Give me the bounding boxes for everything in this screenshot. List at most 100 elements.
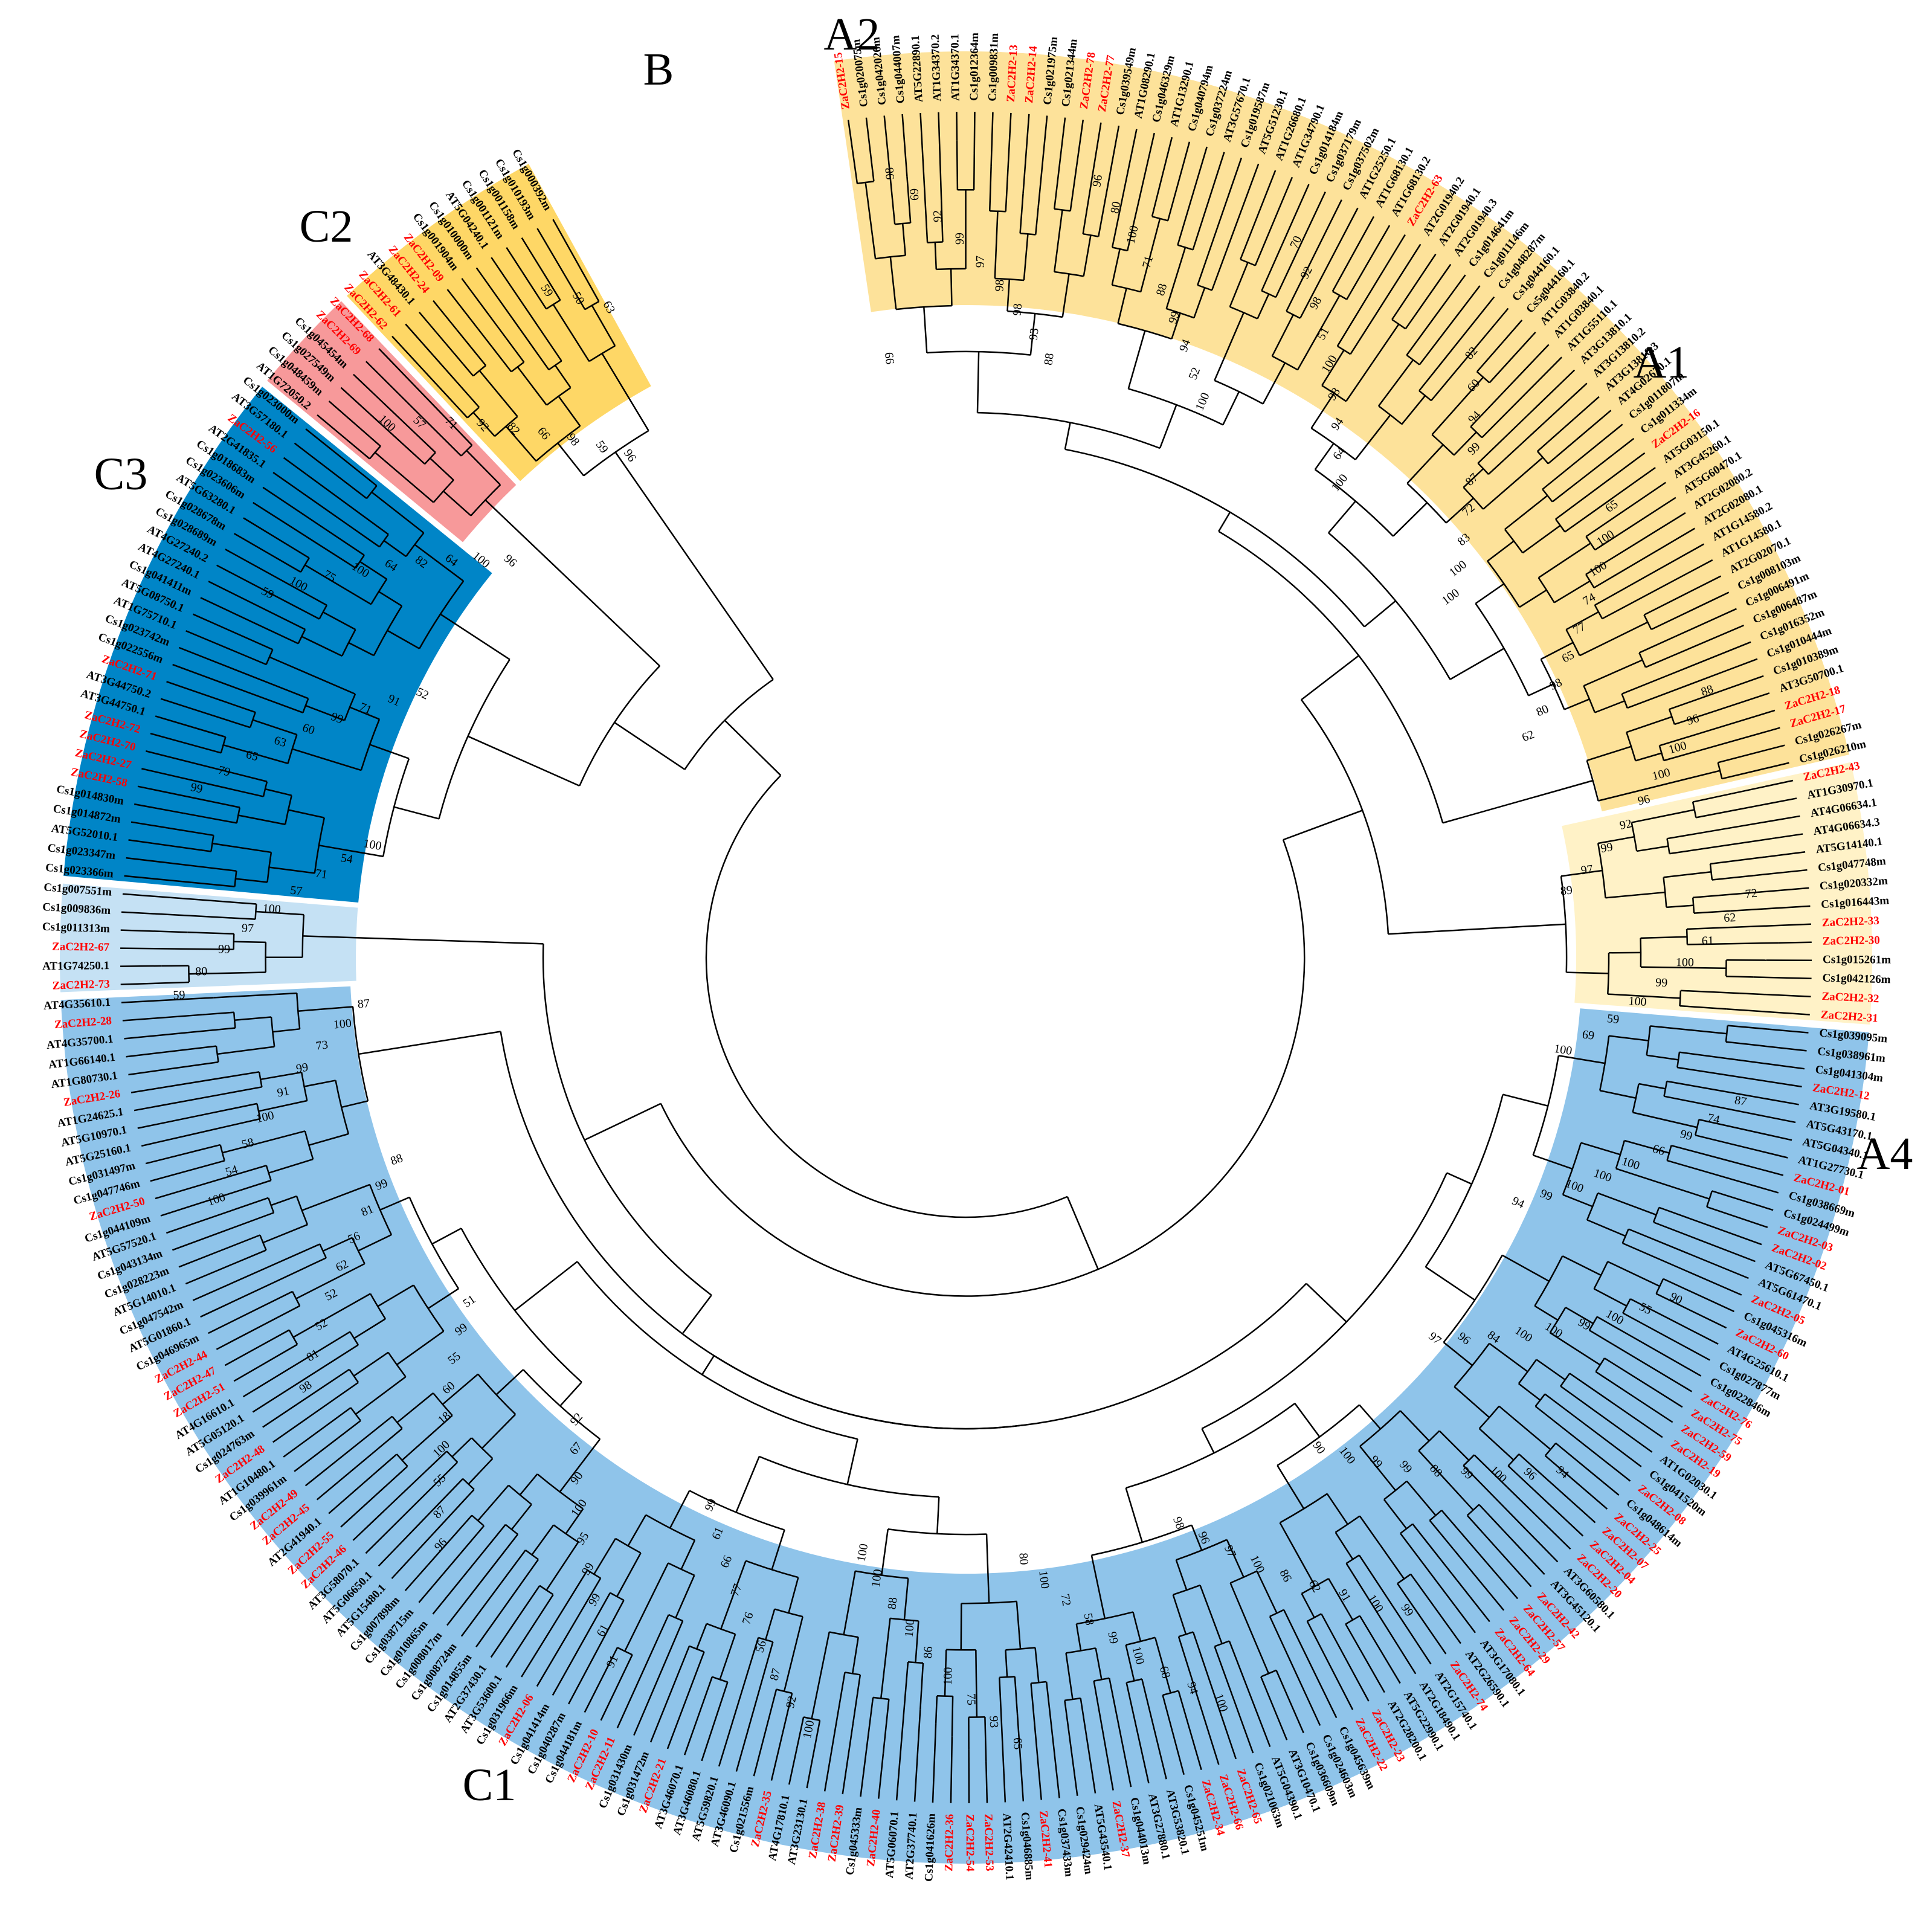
node-branch (1214, 1646, 1231, 1691)
node-branch (1454, 1386, 1490, 1418)
node-branch (1449, 648, 1505, 680)
node-branch (1680, 990, 1740, 994)
node-branch (379, 1196, 410, 1211)
node-branch (525, 1594, 554, 1637)
node-branch (1035, 207, 1039, 235)
node-branch (1711, 1190, 1751, 1204)
node-branch (445, 1525, 485, 1572)
node-branch (292, 748, 362, 771)
node-branch (1326, 1493, 1348, 1525)
node-branch (443, 491, 472, 517)
tip-branch (521, 1656, 535, 1678)
node-branch (846, 1438, 858, 1485)
tip-branch (1323, 1653, 1354, 1710)
node-branch (1586, 1219, 1626, 1237)
tip-branch (1374, 243, 1422, 316)
node-branch (1006, 279, 1011, 312)
node-branch (1666, 904, 1694, 909)
node-branch (1650, 1025, 1727, 1035)
node-branch (301, 1183, 370, 1211)
tip-branch (1291, 1707, 1304, 1734)
leaf-label: AT2G42410.1 (1000, 1813, 1016, 1881)
node-branch (211, 1102, 257, 1114)
node-branch (268, 1158, 314, 1174)
tip-branch (1299, 199, 1342, 283)
tip-branch (1452, 1548, 1505, 1611)
node-branch (1222, 391, 1240, 425)
node-branch (898, 1662, 909, 1768)
node-branch (246, 560, 327, 606)
node-branch (1095, 1647, 1103, 1680)
node-branch (1687, 942, 1779, 945)
node-branch (215, 1249, 266, 1272)
tip-branch (178, 1249, 222, 1268)
tip-branch (1511, 344, 1550, 385)
tip-branch (1113, 1704, 1132, 1788)
node-branch (1579, 621, 1648, 657)
tip-branch (378, 1508, 435, 1567)
tip-branch (1148, 132, 1155, 157)
tip-branch (1708, 1299, 1734, 1313)
node-branch (903, 1578, 909, 1620)
node-branch (318, 845, 384, 858)
tip-branch (419, 312, 436, 332)
tip-branch (616, 1643, 657, 1729)
bootstrap-label: 100 (333, 1017, 352, 1032)
node-branch (710, 1682, 729, 1734)
node-branch (271, 1195, 297, 1206)
tip-branch (1507, 1487, 1571, 1550)
clade-label-C1: C1 (463, 1760, 517, 1810)
bootstrap-label: 72 (1745, 887, 1758, 901)
clade-label-A2: A2 (824, 9, 880, 60)
node-branch (233, 1197, 269, 1211)
tip-branch (1391, 1604, 1432, 1665)
bootstrap-label: 96 (1090, 174, 1105, 188)
tip-branch (1731, 779, 1794, 794)
node-branch (1655, 1293, 1690, 1311)
node-branch (1536, 1359, 1566, 1381)
node-branch (1359, 1404, 1382, 1430)
node-branch (1635, 752, 1662, 762)
tip-branch (718, 1682, 745, 1767)
tip-branch (1723, 1073, 1802, 1088)
node-branch (1093, 1681, 1110, 1767)
node-branch (1406, 314, 1437, 356)
node-branch (1030, 1683, 1035, 1725)
node-branch (312, 1407, 352, 1436)
node-branch (323, 611, 356, 631)
node-branch (1254, 227, 1272, 266)
node-branch (477, 328, 512, 373)
tip-branch (304, 1432, 372, 1487)
node-branch (1053, 150, 1062, 210)
bootstrap-label: 99 (1600, 840, 1614, 855)
node-branch (359, 428, 381, 447)
node-branch (1585, 502, 1636, 538)
node-branch (936, 1496, 940, 1534)
tip-branch (683, 1716, 700, 1756)
bootstrap-label: 58 (1081, 1612, 1096, 1627)
node-branch (865, 182, 877, 259)
tip-branch (1713, 815, 1800, 832)
tip-branch (1747, 1129, 1792, 1141)
tip-branch (155, 715, 195, 729)
bootstrap-label: 62 (1520, 728, 1536, 745)
node-branch (216, 642, 267, 666)
leaf-label: ZaC2H2-32 (1821, 990, 1879, 1005)
tip-branch (365, 1487, 432, 1554)
node-branch (1481, 404, 1516, 439)
node-branch (190, 1027, 236, 1034)
node-branch (1069, 164, 1078, 211)
node-branch (373, 1466, 408, 1498)
node-branch (1537, 417, 1576, 452)
tip-branch (1753, 762, 1789, 773)
node-branch (1621, 675, 1666, 695)
tip-branch (178, 646, 266, 683)
node-branch (1321, 1613, 1346, 1658)
node-branch (442, 1373, 479, 1405)
node-branch (697, 1676, 713, 1717)
node-branch (675, 1575, 695, 1618)
node-branch (1418, 335, 1443, 365)
node-branch (889, 257, 897, 310)
node-branch (768, 1689, 778, 1716)
node-branch (221, 1234, 260, 1251)
